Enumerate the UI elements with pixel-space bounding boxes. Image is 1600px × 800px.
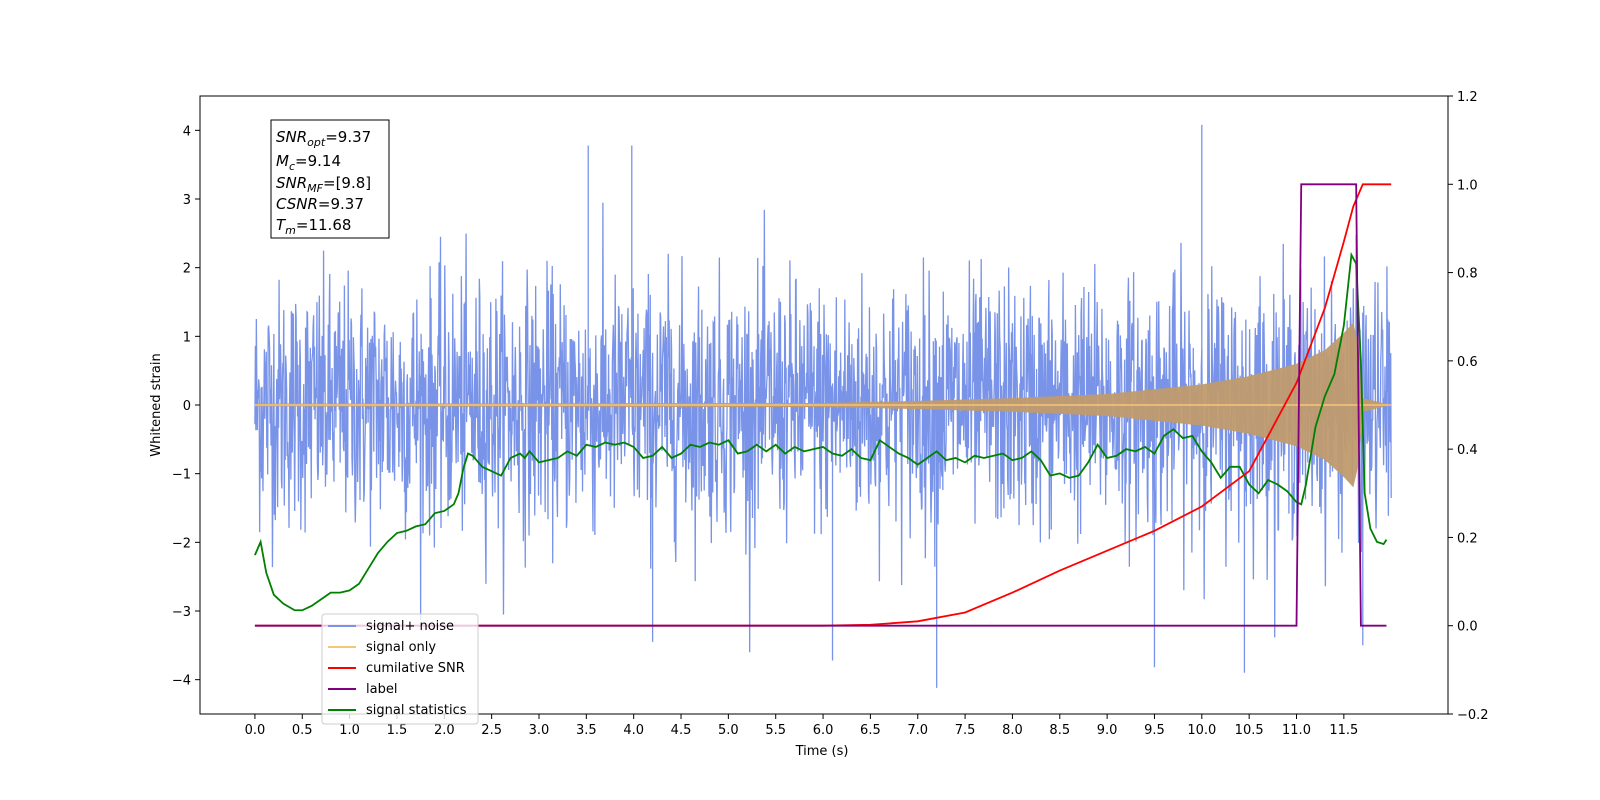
- y-tick-label-left-6: −2: [172, 536, 191, 551]
- annotation-snr-opt: SNRopt=9.37: [276, 128, 371, 149]
- y-tick-label-right-2: 0.8: [1457, 267, 1478, 282]
- y-axis-label: Whitened strain: [149, 353, 164, 456]
- legend-label-signal-only: signal only: [366, 640, 436, 655]
- y-tick-label-right-7: −0.2: [1457, 708, 1489, 723]
- x-tick-label-11: 5.5: [765, 723, 786, 738]
- x-tick-label-20: 10.0: [1187, 723, 1216, 738]
- y-tick-label-right-5: 0.2: [1457, 531, 1478, 546]
- x-tick-label-15: 7.5: [955, 723, 976, 738]
- annotation-mc: Mc=9.14: [276, 152, 341, 173]
- y-tick-label-left-0: 4: [183, 124, 191, 139]
- x-tick-label-7: 3.5: [576, 723, 597, 738]
- x-tick-label-14: 7.0: [907, 723, 928, 738]
- y-tick-label-left-4: 0: [183, 399, 191, 414]
- annotation-tm: Tm=11.68: [276, 216, 351, 237]
- x-tick-label-6: 3.0: [529, 723, 550, 738]
- x-tick-label-13: 6.5: [860, 723, 881, 738]
- x-tick-label-17: 8.5: [1049, 723, 1070, 738]
- y-tick-label-left-5: −1: [172, 468, 191, 483]
- y-tick-label-right-3: 0.6: [1457, 355, 1478, 370]
- x-tick-label-2: 1.0: [339, 723, 360, 738]
- plot-area: [254, 124, 1392, 688]
- annotation-snr-mf: SNRMF=[9.8]: [276, 174, 371, 195]
- x-tick-label-8: 4.0: [623, 723, 644, 738]
- legend-label-signal-statistics: signal statistics: [366, 703, 467, 718]
- ticks: 0.0 0.5 1.0 1.5 2.0 2.5 3.0 3.5 4.0 4.5 5.0 5.5 6.0 6…: [172, 90, 1489, 738]
- y-tick-label-left-7: −3: [172, 605, 191, 620]
- series-signal-statistics: [254, 251, 1388, 612]
- y-tick-label-left-8: −4: [172, 674, 191, 689]
- legend: signal+ noise signal only cumilative SNR…: [321, 613, 479, 725]
- y-tick-label-left-2: 2: [183, 262, 191, 277]
- y-tick-label-right-4: 0.4: [1457, 443, 1478, 458]
- x-axis-label: Time (s): [795, 744, 849, 759]
- x-tick-label-4: 2.0: [434, 723, 455, 738]
- legend-label-cumulative-snr: cumilative SNR: [366, 661, 465, 676]
- x-tick-label-23: 11.5: [1329, 723, 1358, 738]
- x-tick-label-22: 11.0: [1282, 723, 1311, 738]
- annotation-csnr: CSNR=9.37: [276, 195, 364, 213]
- series-label: [254, 183, 1387, 627]
- y-tick-label-left-3: 1: [183, 330, 191, 345]
- x-tick-label-0: 0.0: [245, 723, 266, 738]
- y-tick-label-left-1: 3: [183, 193, 191, 208]
- x-tick-label-1: 0.5: [292, 723, 313, 738]
- y-tick-label-right-0: 1.2: [1457, 90, 1478, 105]
- x-tick-label-10: 5.0: [718, 723, 739, 738]
- x-tick-label-3: 1.5: [387, 723, 408, 738]
- y-tick-label-right-1: 1.0: [1457, 178, 1478, 193]
- x-tick-label-12: 6.0: [813, 723, 834, 738]
- annotation-box: SNRopt=9.37 Mc=9.14 SNRMF=[9.8] CSNR=9.3…: [270, 119, 390, 239]
- x-tick-label-5: 2.5: [481, 723, 502, 738]
- x-tick-label-16: 8.0: [1002, 723, 1023, 738]
- x-tick-label-21: 10.5: [1235, 723, 1264, 738]
- x-tick-label-18: 9.0: [1097, 723, 1118, 738]
- legend-label-signal-noise: signal+ noise: [366, 619, 454, 634]
- y-tick-label-right-6: 0.0: [1457, 620, 1478, 635]
- legend-label-label: label: [366, 682, 397, 697]
- series-cumulative-snr: [254, 183, 1392, 627]
- x-tick-label-19: 9.5: [1144, 723, 1165, 738]
- x-tick-label-9: 4.5: [671, 723, 692, 738]
